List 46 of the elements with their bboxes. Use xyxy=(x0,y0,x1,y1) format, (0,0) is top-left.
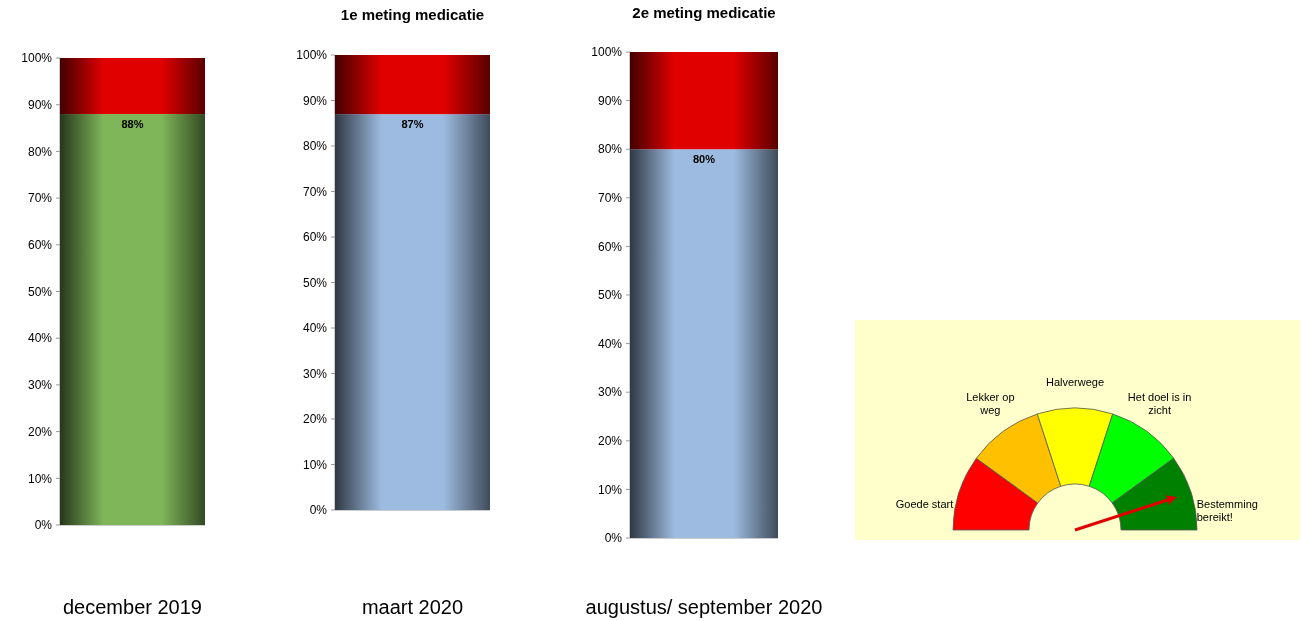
slice-label: Bestemming bereikt! xyxy=(1196,497,1258,523)
y-tick-label: 50% xyxy=(27,284,53,299)
y-tick-label: 20% xyxy=(597,434,623,448)
y-tick-label: 80% xyxy=(302,139,328,154)
slice-label: Lekker op weg xyxy=(966,390,1015,416)
y-tick-label: 60% xyxy=(597,239,623,254)
y-tick-label: 60% xyxy=(27,238,53,252)
y-tick-label: 20% xyxy=(302,412,328,427)
y-tick-label: 0% xyxy=(309,503,328,518)
y-tick-label: 20% xyxy=(27,424,53,439)
y-tick-label: 70% xyxy=(27,191,53,206)
data-label: 88% xyxy=(121,118,144,131)
y-tick-label: 0% xyxy=(604,531,623,546)
slice-label: Het doel is in zicht xyxy=(1127,390,1192,416)
y-tick-label: 100% xyxy=(591,45,623,60)
chart-title: 1e meting medicatie xyxy=(340,6,485,23)
y-tick-label: 90% xyxy=(597,93,623,108)
y-tick-label: 40% xyxy=(597,336,623,351)
data-label: 87% xyxy=(401,118,424,131)
y-tick-label: 40% xyxy=(302,321,328,336)
y-tick-label: 10% xyxy=(597,482,623,497)
y-tick-label: 10% xyxy=(27,471,53,486)
y-tick-label: 50% xyxy=(302,275,328,290)
y-tick-label: 40% xyxy=(27,331,53,346)
y-tick-label: 100% xyxy=(21,51,53,66)
y-tick-label: 80% xyxy=(597,142,623,157)
y-tick-label: 70% xyxy=(597,191,623,205)
x-tick-label: december 2019 xyxy=(63,596,202,618)
y-tick-label: 10% xyxy=(302,457,328,472)
y-tick-label: 80% xyxy=(27,144,53,159)
y-tick-label: 30% xyxy=(302,366,328,381)
x-tick-label: augustus/ september 2020 xyxy=(585,596,823,618)
y-tick-label: 90% xyxy=(302,93,328,108)
x-tick-label: maart 2020 xyxy=(361,596,464,618)
y-tick-label: 50% xyxy=(597,288,623,303)
y-tick-label: 30% xyxy=(597,385,623,400)
slice-label: Halverwege xyxy=(1045,376,1105,388)
chart-title: 2e meting medicatie xyxy=(632,4,776,21)
y-tick-label: 100% xyxy=(296,48,328,63)
y-tick-label: 0% xyxy=(34,518,53,533)
y-tick-label: 30% xyxy=(27,378,53,393)
slice-label: Goede start xyxy=(895,497,954,510)
y-tick-label: 60% xyxy=(302,230,328,245)
data-label: 80% xyxy=(692,153,716,166)
y-tick-label: 90% xyxy=(27,97,53,112)
y-tick-label: 70% xyxy=(302,184,328,199)
